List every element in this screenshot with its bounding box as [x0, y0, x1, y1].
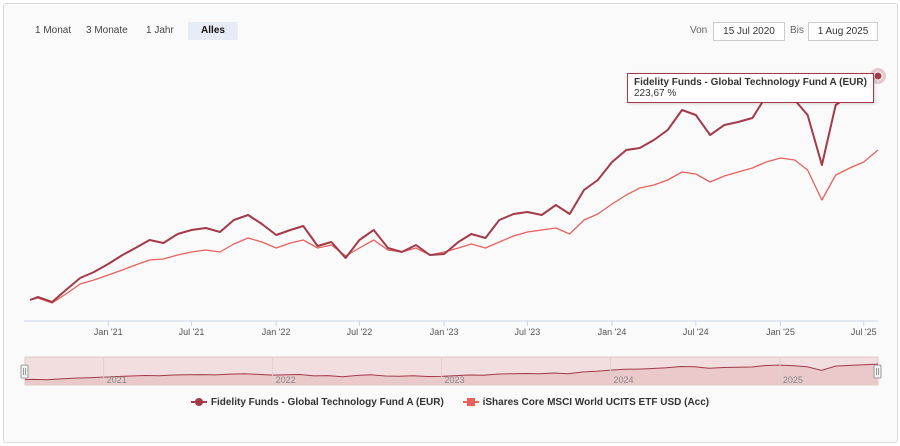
x-tick-label: Jan '21 [94, 327, 123, 337]
x-tick-label: Jan '25 [766, 327, 795, 337]
legend-label-fund: Fidelity Funds - Global Technology Fund … [210, 397, 444, 408]
legend-circle-icon [190, 398, 207, 407]
x-tick-label: Jul '23 [515, 327, 541, 337]
x-tick-label: Jan '23 [430, 327, 459, 337]
range-button-3-months[interactable]: 3 Monate [86, 25, 128, 36]
date-to-label: Bis [790, 25, 804, 36]
navigator-tick-label: 2023 [445, 375, 465, 385]
legend: Fidelity Funds - Global Technology Fund … [0, 397, 900, 408]
navigator-handle-right[interactable] [873, 364, 882, 379]
range-button-1-month[interactable]: 1 Monat [35, 25, 72, 36]
tooltip-title: Fidelity Funds - Global Technology Fund … [634, 77, 867, 88]
legend-label-etf: iShares Core MSCI World UCITS ETF USD (A… [482, 397, 710, 408]
navigator-handle-left[interactable] [20, 364, 29, 379]
navigator-tick-label: 2024 [613, 375, 633, 385]
navigator-tick-label: 2021 [107, 375, 127, 385]
x-tick-label: Jul '22 [347, 327, 373, 337]
navigator-area [25, 364, 878, 385]
date-to-input[interactable]: 1 Aug 2025 [808, 22, 878, 41]
x-tick-label: Jul '24 [683, 327, 709, 337]
date-from-label: Von [690, 25, 708, 36]
series-line-fund[interactable] [29, 75, 879, 303]
x-tick-label: Jul '21 [179, 327, 205, 337]
series-line-etf[interactable] [29, 149, 879, 304]
legend-item-etf[interactable]: iShares Core MSCI World UCITS ETF USD (A… [462, 397, 710, 408]
x-tick-label: Jan '24 [598, 327, 627, 337]
navigator-tick-label: 2025 [783, 375, 803, 385]
tooltip-value: 223,67 % [634, 88, 677, 99]
navigator-line [24, 363, 879, 381]
x-tick-label: Jan '22 [262, 327, 291, 337]
range-button-1-year[interactable]: 1 Jahr [146, 25, 174, 36]
tooltip: Fidelity Funds - Global Technology Fund … [627, 73, 874, 103]
x-tick-label: Jul '25 [851, 327, 877, 337]
hover-point[interactable] [873, 71, 883, 81]
legend-square-icon [462, 398, 479, 407]
navigator-tick-label: 2022 [276, 375, 296, 385]
date-from-input[interactable]: 15 Jul 2020 [713, 22, 785, 41]
range-button-all[interactable]: Alles [188, 22, 238, 40]
legend-item-fund[interactable]: Fidelity Funds - Global Technology Fund … [190, 397, 444, 408]
